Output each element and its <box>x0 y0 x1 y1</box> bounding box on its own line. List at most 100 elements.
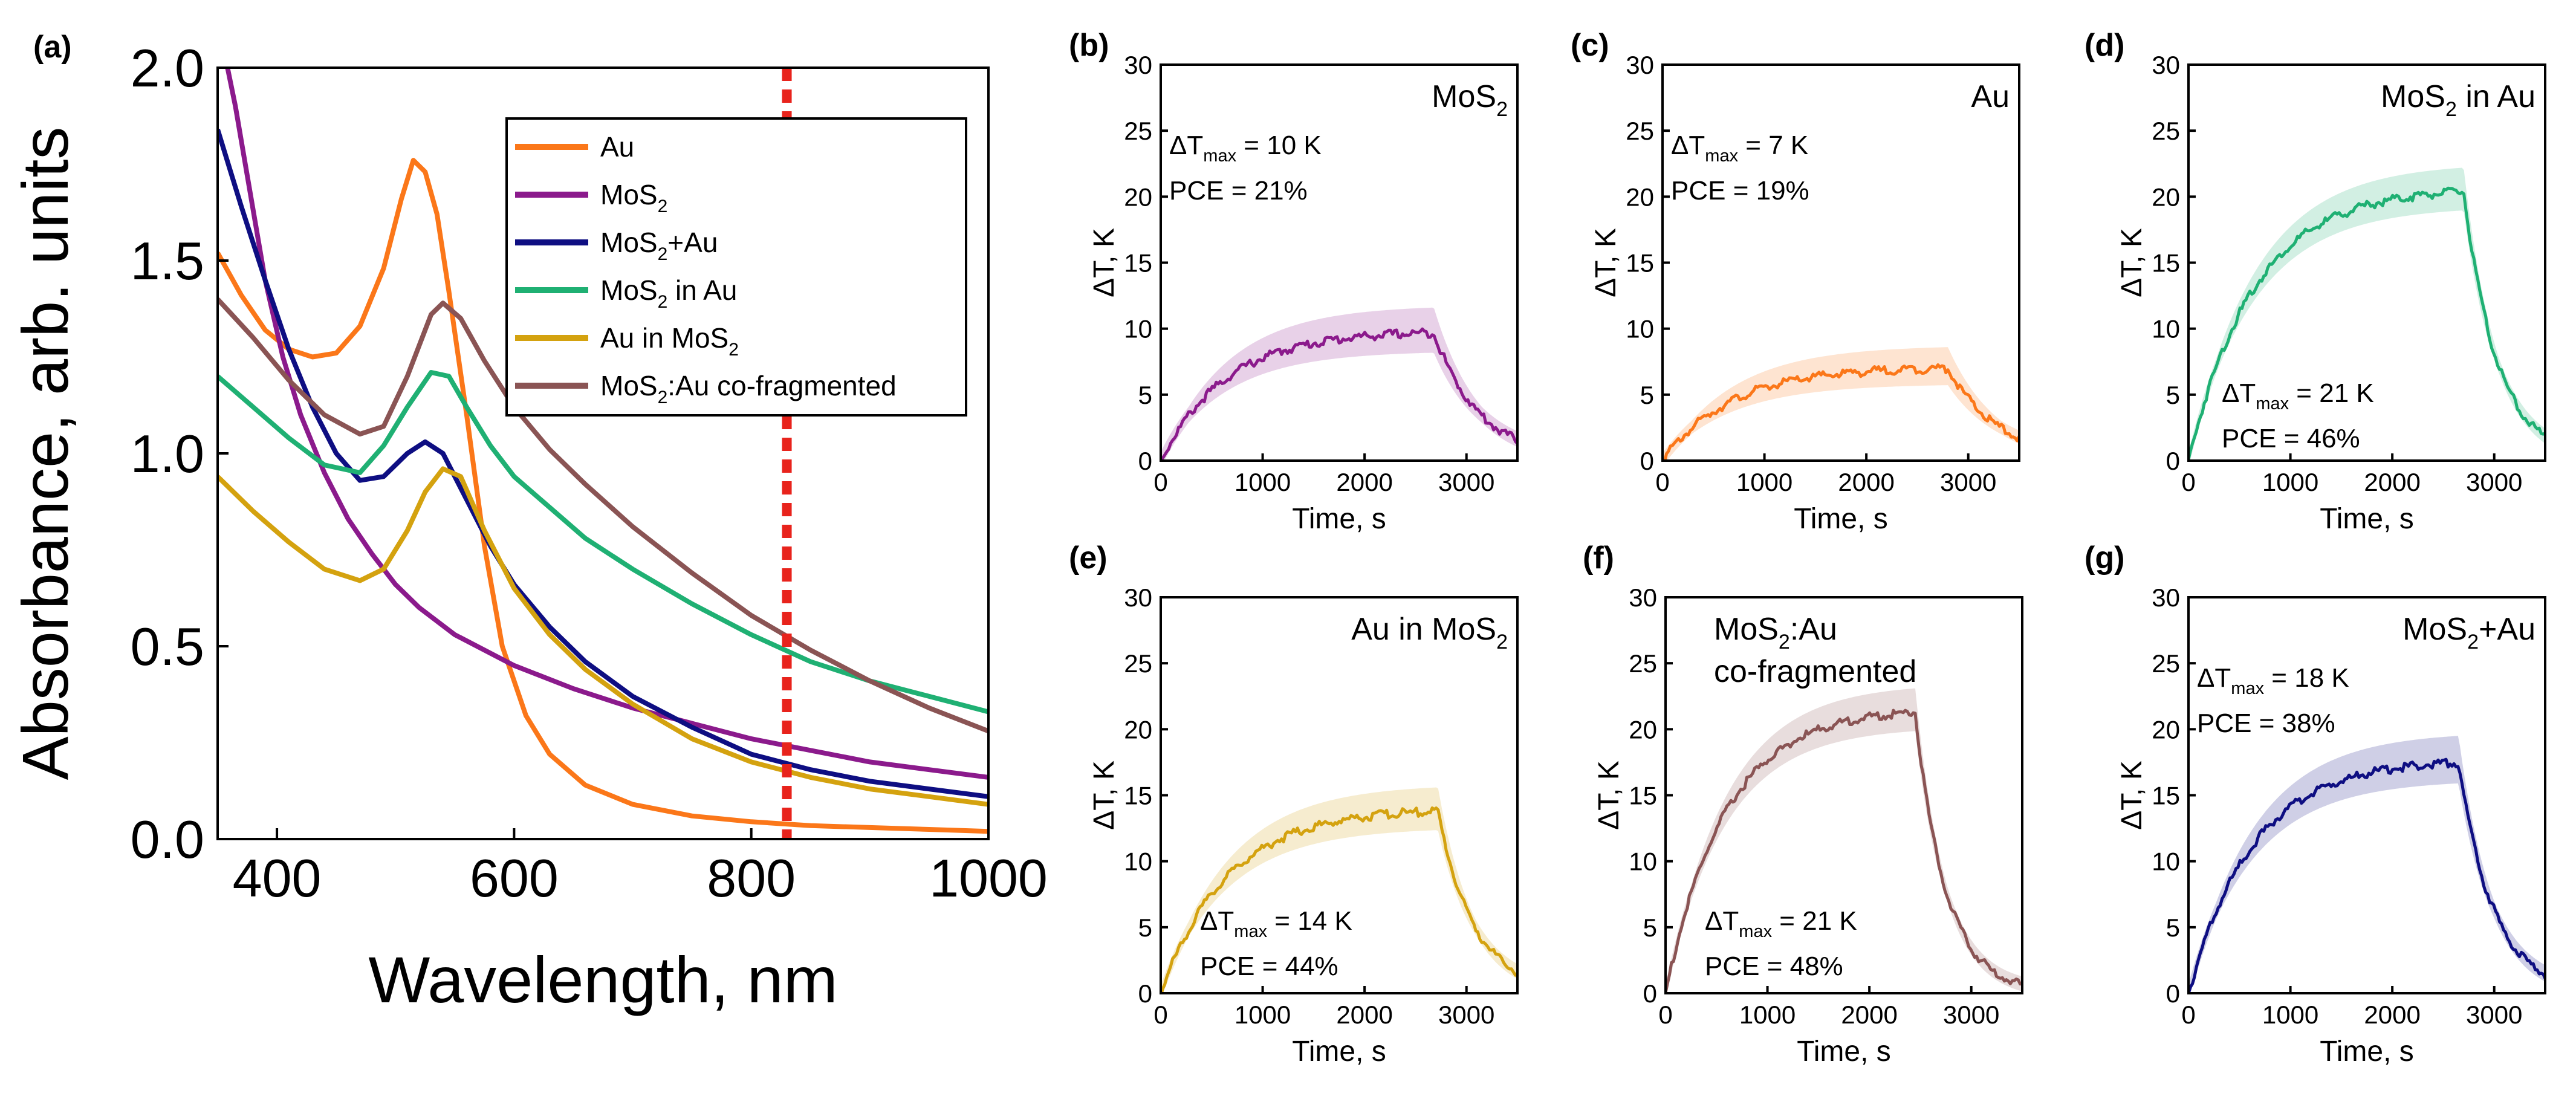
x-tick-label: 0 <box>2181 468 2195 496</box>
legend-label-1: MoS2 <box>600 179 667 216</box>
y-tick-label: 0.5 <box>131 617 204 676</box>
y-tick-label: 25 <box>1626 117 1654 145</box>
error-band-g <box>2188 736 2545 993</box>
legend-label-2: MoS2+Au <box>600 227 718 264</box>
y-tick-label: 10 <box>2152 315 2180 343</box>
y-tick-label: 0 <box>1640 447 1654 475</box>
series-line-e <box>1161 806 1517 993</box>
y-tick-label: 20 <box>1629 715 1657 744</box>
series-line-c <box>1663 363 2019 461</box>
y-tick-label: 10 <box>1626 315 1654 343</box>
series-line-f <box>1666 709 2022 993</box>
pce-label-g: PCE = 38% <box>2197 709 2335 738</box>
tmax-label-e: ΔTmax = 14 K <box>1200 906 1352 941</box>
y-tick-label: 25 <box>2152 649 2180 678</box>
y-tick-label: 25 <box>1124 117 1152 145</box>
y-tick-label: 30 <box>2152 51 2180 79</box>
legend-box <box>505 117 967 417</box>
y-tick-label: 5 <box>1643 913 1657 942</box>
pce-label-d: PCE = 46% <box>2222 424 2360 453</box>
x-tick-label: 0 <box>1655 468 1669 496</box>
y-tick-label: 30 <box>1629 583 1657 612</box>
error-band-d <box>2188 167 2545 461</box>
series-line-4 <box>218 466 988 807</box>
x-tick-label: 1000 <box>1739 1000 1796 1029</box>
pce-label-f: PCE = 48% <box>1705 952 1843 981</box>
x-tick-label: 800 <box>707 848 796 908</box>
error-band-e <box>1161 787 1517 993</box>
y-tick-label: 5 <box>2166 381 2180 409</box>
legend-label-0: Au <box>600 131 634 163</box>
pce-label-e: PCE = 44% <box>1200 952 1338 981</box>
y-tick-label: 15 <box>2152 249 2180 277</box>
series-line-b <box>1161 327 1517 461</box>
x-tick-label: 0 <box>1658 1000 1672 1029</box>
panel-label-d: (d) <box>2084 28 2124 63</box>
panel-label-f: (f) <box>1583 540 1614 576</box>
panel-title-c: Au <box>1971 79 2010 114</box>
series-line-g <box>2188 757 2545 993</box>
panel-f: (f) 0 1000 2000 3000 0 5 10 15 20 25 30 Time, s ΔT, K… <box>1583 540 2023 1068</box>
x-tick-label: 2000 <box>1838 468 1894 496</box>
y-tick-label: 10 <box>2152 848 2180 876</box>
series-line-3 <box>218 370 988 715</box>
tmax-label-g: ΔTmax = 18 K <box>2197 663 2349 698</box>
error-band-c <box>1663 347 2019 461</box>
x-axis-label-b: Time, s <box>1292 503 1386 535</box>
y-tick-label: 0 <box>1138 979 1152 1008</box>
y-tick-label: 15 <box>2152 782 2180 810</box>
panel-title-f: MoS2:Au <box>1714 612 1837 653</box>
y-tick-label: 0 <box>2166 447 2180 475</box>
x-tick-label: 400 <box>233 848 322 908</box>
y-tick-label: 0.0 <box>131 809 204 869</box>
y-tick-label: 15 <box>1124 249 1152 277</box>
panel-e: (e) 0 1000 2000 3000 0 5 10 15 20 25 30 Time, s ΔT, K… <box>1069 540 1519 1068</box>
y-tick-label: 0 <box>1138 447 1152 475</box>
panel-title-line2-f: co-fragmented <box>1714 654 1916 689</box>
y-tick-label: 20 <box>1124 183 1152 211</box>
x-tick-label: 2000 <box>1841 1000 1897 1029</box>
panel-title-e: Au in MoS2 <box>1351 612 1508 653</box>
x-tick-label: 600 <box>470 848 559 908</box>
panel-label-c: (c) <box>1571 28 1609 63</box>
x-axis-label-e: Time, s <box>1292 1036 1386 1068</box>
y-axis-label-c: ΔT, K <box>1590 228 1622 297</box>
x-tick-label: 2000 <box>2364 1000 2420 1029</box>
y-tick-label: 5 <box>2166 913 2180 942</box>
legend-label-5: MoS2:Au co-fragmented <box>600 370 897 407</box>
series-line-d <box>2188 186 2545 460</box>
tmax-label-c: ΔTmax = 7 K <box>1671 131 1808 166</box>
x-tick-label: 3000 <box>1943 1000 1999 1029</box>
y-tick-label: 20 <box>2152 183 2180 211</box>
y-tick-label: 1.5 <box>131 231 204 291</box>
y-axis-label-f: ΔT, K <box>1593 760 1625 830</box>
y-tick-label: 15 <box>1629 782 1657 810</box>
y-tick-label: 30 <box>1626 51 1654 79</box>
error-band-b <box>1161 307 1517 461</box>
panel-g: (g) 0 1000 2000 3000 0 5 10 15 20 25 30 Time, s ΔT, K… <box>2084 540 2546 1068</box>
x-tick-label: 3000 <box>2466 1000 2522 1029</box>
x-axis-label-d: Time, s <box>2320 503 2414 535</box>
legend-label-3: MoS2 in Au <box>600 274 737 312</box>
panel-title-g: MoS2+Au <box>2402 612 2535 653</box>
x-tick-label: 2000 <box>2364 468 2420 496</box>
y-tick-label: 5 <box>1138 381 1152 409</box>
y-tick-label: 10 <box>1124 315 1152 343</box>
y-tick-label: 30 <box>1124 583 1152 612</box>
x-axis-label-g: Time, s <box>2320 1036 2414 1068</box>
panel-label-b: (b) <box>1069 28 1109 63</box>
pce-label-b: PCE = 21% <box>1169 176 1308 206</box>
x-tick-label: 1000 <box>2262 468 2318 496</box>
x-tick-label: 0 <box>2181 1000 2195 1029</box>
y-tick-label: 30 <box>2152 583 2180 612</box>
y-tick-label: 25 <box>1629 649 1657 678</box>
panel-label-a: (a) <box>33 30 72 65</box>
pce-label-c: PCE = 19% <box>1671 176 1809 206</box>
panel-b: (b) 0 1000 2000 3000 0 5 10 15 20 25 30 Time, s ΔT, K… <box>1069 28 1519 535</box>
x-tick-label: 0 <box>1153 1000 1167 1029</box>
y-axis-label: Absorbance, arb. units <box>8 127 82 780</box>
x-tick-label: 1000 <box>1234 468 1291 496</box>
panel-title-b: MoS2 <box>1432 79 1508 121</box>
y-tick-label: 5 <box>1138 913 1152 942</box>
x-tick-label: 2000 <box>1336 468 1392 496</box>
